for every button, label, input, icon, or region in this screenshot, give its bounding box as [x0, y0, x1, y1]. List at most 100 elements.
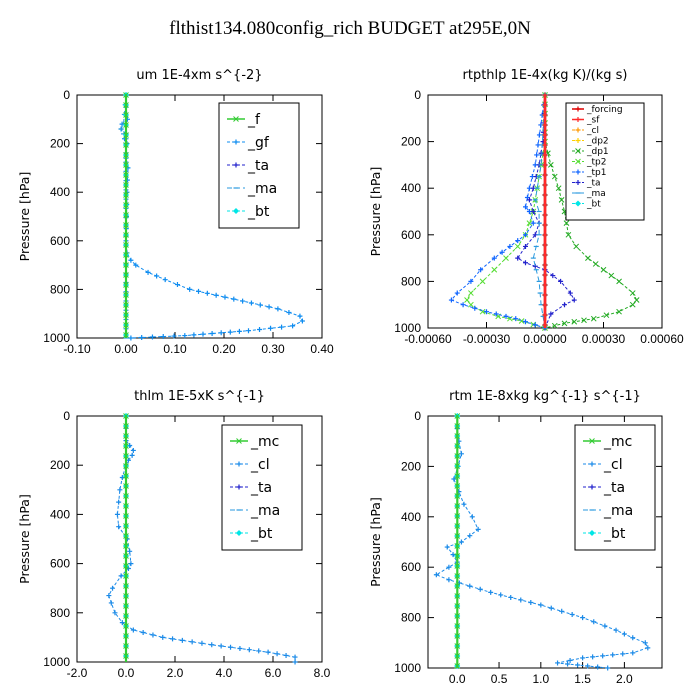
y-tick-label: 1000: [43, 331, 70, 345]
series-line: [544, 95, 638, 329]
series-line: [120, 95, 304, 339]
data-point: [523, 319, 528, 325]
legend-label: _ta: [603, 480, 625, 496]
data-point: [128, 561, 134, 567]
legend-marker: [589, 484, 595, 490]
data-point: [454, 663, 461, 669]
data-point: [559, 608, 565, 614]
data-point: [467, 533, 473, 539]
data-point: [454, 523, 461, 529]
data-point: [123, 613, 129, 619]
data-point: [123, 513, 129, 519]
data-point: [123, 222, 129, 228]
data-point: [530, 220, 536, 226]
data-point: [548, 605, 554, 611]
legend-label: _sf: [586, 116, 600, 126]
panel-title: rtm 1E-8xkg kg^{-1} s^{-1}: [449, 389, 641, 404]
y-tick-label: 400: [50, 507, 70, 521]
data-point: [491, 266, 498, 273]
data-point: [454, 453, 461, 459]
data-point: [548, 311, 554, 317]
y-tick-label: 1000: [43, 655, 70, 669]
data-point: [458, 539, 464, 545]
x-tick-label: 0.40: [310, 342, 334, 356]
data-point: [508, 594, 514, 600]
data-point: [600, 266, 607, 273]
data-point: [160, 634, 166, 640]
data-point: [580, 655, 586, 661]
data-point: [515, 255, 521, 261]
data-point: [558, 278, 564, 284]
data-point: [542, 322, 548, 328]
data-point: [523, 260, 528, 266]
legend-marker: [575, 158, 581, 165]
data-point: [123, 463, 129, 469]
data-point: [454, 463, 461, 469]
legend-entry: _ta: [230, 480, 272, 496]
data-point: [154, 273, 160, 279]
legend-marker: [233, 208, 239, 214]
data-point: [123, 533, 129, 539]
data-point: [292, 659, 298, 665]
data-point: [542, 102, 548, 108]
data-point: [150, 632, 156, 638]
data-point: [246, 647, 252, 653]
x-tick-label: -0.00030: [463, 332, 511, 346]
data-point: [268, 325, 274, 331]
data-point: [542, 232, 548, 238]
y-tick-label: 1000: [394, 321, 421, 335]
legend-label: _bt: [247, 204, 270, 220]
data-point: [118, 573, 124, 579]
series-mc: [454, 413, 461, 669]
data-point: [585, 255, 591, 261]
data-point: [123, 252, 129, 258]
data-point: [454, 423, 461, 429]
legend-entry: _bt: [583, 526, 626, 542]
data-point: [123, 633, 129, 639]
data-point: [538, 602, 544, 608]
legend: _mc _cl _ta _ma _bt: [574, 424, 656, 551]
data-point: [585, 663, 591, 669]
data-point: [106, 593, 112, 599]
data-point: [454, 613, 461, 619]
legend-label: _bt: [603, 526, 626, 542]
legend-label: _ta: [586, 179, 601, 189]
y-tick-label: 800: [401, 611, 421, 625]
y-tick-label: 0: [63, 88, 70, 102]
x-tick-label: 6.0: [265, 666, 282, 680]
data-point: [200, 331, 206, 337]
data-point: [149, 334, 155, 340]
y-tick-label: 400: [50, 185, 70, 199]
data-point: [189, 639, 195, 645]
data-point: [620, 651, 626, 657]
data-point: [558, 196, 565, 203]
data-point: [468, 301, 474, 308]
legend: _mc _cl _ta _ma _bt: [221, 424, 303, 551]
y-tick-label: 200: [401, 459, 421, 473]
panel-1: rtpthlp 1E-4x(kg K)/(kg s) Pressure [hPa]…: [368, 68, 684, 346]
data-point: [542, 192, 548, 198]
legend-marker: [236, 438, 242, 444]
data-point: [526, 197, 532, 203]
data-point: [246, 328, 251, 334]
legend-label: _ma: [603, 503, 633, 519]
data-point: [562, 302, 567, 308]
data-point: [535, 142, 541, 148]
x-tick-label: 2.0: [167, 666, 184, 680]
data-point: [565, 661, 571, 667]
data-point: [590, 315, 597, 322]
legend-entry: _gf: [227, 135, 270, 151]
x-tick-label: 0.00030: [582, 332, 626, 346]
legend-marker: [575, 169, 581, 175]
data-point: [199, 640, 205, 646]
data-point: [123, 212, 129, 218]
data-point: [286, 309, 292, 315]
data-point: [123, 563, 129, 569]
legend-entry: _ta: [572, 179, 601, 189]
data-point: [523, 232, 528, 238]
data-point: [145, 269, 151, 275]
data-point: [123, 583, 129, 589]
data-point: [479, 278, 486, 285]
data-point: [555, 185, 562, 192]
legend-marker: [575, 117, 581, 122]
